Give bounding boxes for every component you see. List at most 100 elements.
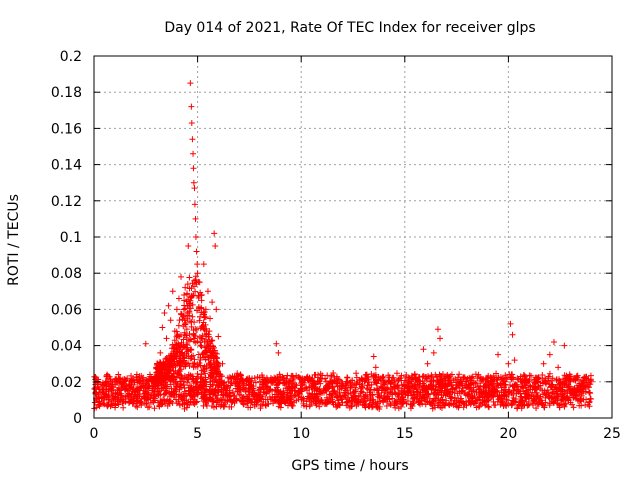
- band-point: [361, 393, 368, 400]
- band-point: [172, 396, 179, 403]
- band-point: [128, 391, 135, 398]
- band-point: [494, 392, 501, 399]
- band-point: [144, 404, 151, 411]
- band-point: [360, 389, 367, 396]
- band-point: [117, 375, 124, 382]
- band-point: [157, 398, 164, 405]
- band-point: [170, 373, 177, 380]
- y-tick-label: 0.14: [51, 158, 82, 174]
- band-point: [371, 372, 378, 379]
- band-point: [227, 382, 234, 389]
- band-point: [288, 401, 295, 408]
- band-point: [263, 386, 270, 393]
- spike-point: [189, 293, 196, 300]
- band-point: [501, 384, 508, 391]
- band-point: [266, 387, 273, 394]
- band-point: [583, 396, 590, 403]
- data-point: [196, 279, 203, 286]
- data-point: [437, 335, 444, 342]
- band-point: [445, 373, 452, 380]
- band-point: [370, 396, 377, 403]
- band-point: [299, 378, 306, 385]
- band-point: [546, 395, 553, 402]
- band-point: [136, 376, 143, 383]
- spike-point: [207, 373, 214, 380]
- data-point: [561, 342, 568, 349]
- band-point: [438, 376, 445, 383]
- spike-point: [168, 376, 175, 383]
- spike-point: [182, 312, 189, 319]
- band-point: [565, 397, 572, 404]
- band-point: [465, 391, 472, 398]
- data-point: [171, 328, 178, 335]
- band-point: [482, 402, 489, 409]
- band-point: [295, 393, 302, 400]
- band-point: [578, 392, 585, 399]
- band-point: [424, 398, 431, 405]
- band-point: [543, 389, 550, 396]
- band-point: [219, 396, 226, 403]
- band-point: [215, 381, 222, 388]
- band-point: [514, 386, 521, 393]
- band-point: [541, 404, 548, 411]
- band-point: [151, 405, 158, 412]
- spike-point: [190, 364, 197, 371]
- band-point: [561, 380, 568, 387]
- y-tick-labels: 0 0.02 0.04 0.06 0.08 0.1 0.12 0.14 0.16 0.18 0.2: [51, 49, 82, 427]
- spike-point: [200, 366, 207, 373]
- band-point: [162, 387, 169, 394]
- axes: [93, 55, 613, 419]
- band-point: [539, 376, 546, 383]
- band-point: [545, 373, 552, 380]
- data-point: [109, 393, 116, 400]
- band-point: [563, 387, 570, 394]
- band-point: [536, 397, 543, 404]
- band-point: [354, 398, 361, 405]
- band-point: [161, 397, 168, 404]
- band-point: [429, 405, 436, 412]
- band-point: [130, 381, 137, 388]
- band-point: [485, 403, 492, 410]
- band-point: [394, 385, 401, 392]
- band-point: [395, 391, 402, 398]
- data-point: [420, 346, 427, 353]
- spike-point: [164, 375, 171, 382]
- band-point: [207, 378, 214, 385]
- band-point: [406, 375, 413, 382]
- band-point: [476, 402, 483, 409]
- band-point: [333, 375, 340, 382]
- band-point: [295, 387, 302, 394]
- band-point: [187, 398, 194, 405]
- data-point: [505, 360, 512, 367]
- band-point: [558, 386, 565, 393]
- data-point: [434, 326, 441, 333]
- band-point: [92, 384, 99, 391]
- band-point: [115, 371, 122, 378]
- band-point: [190, 399, 197, 406]
- x-tick-label: 0: [90, 426, 99, 442]
- band-point: [512, 396, 519, 403]
- band-point: [442, 401, 449, 408]
- band-point: [521, 393, 528, 400]
- band-point: [503, 389, 510, 396]
- band-point: [326, 377, 333, 384]
- band-point: [122, 377, 129, 384]
- data-point: [347, 384, 354, 391]
- data-point: [165, 302, 172, 309]
- data-point: [97, 389, 104, 396]
- spike-point: [195, 304, 202, 311]
- spike-point: [198, 335, 205, 342]
- band-point: [266, 393, 273, 400]
- band-point: [483, 387, 490, 394]
- band-point: [460, 373, 467, 380]
- band-point: [277, 396, 284, 403]
- band-point: [345, 380, 352, 387]
- band-point: [456, 382, 463, 389]
- band-point: [201, 394, 208, 401]
- band-point: [382, 386, 389, 393]
- band-point: [329, 378, 336, 385]
- band-point: [533, 391, 540, 398]
- spike-point: [175, 322, 182, 329]
- spike-point: [186, 274, 193, 281]
- band-point: [508, 402, 515, 409]
